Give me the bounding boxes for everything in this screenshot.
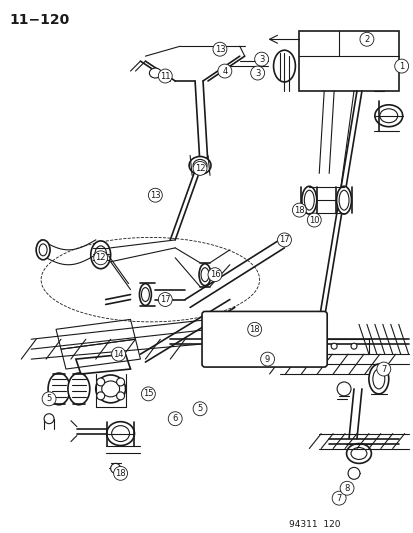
Ellipse shape	[36, 240, 50, 260]
Text: 18: 18	[249, 325, 259, 334]
Ellipse shape	[149, 68, 161, 78]
Circle shape	[97, 392, 104, 400]
Text: 9: 9	[264, 354, 270, 364]
Circle shape	[112, 347, 125, 361]
Circle shape	[217, 64, 231, 78]
Ellipse shape	[301, 186, 316, 214]
FancyBboxPatch shape	[202, 311, 326, 367]
Text: 13: 13	[214, 45, 225, 54]
Text: 18: 18	[115, 469, 126, 478]
Circle shape	[116, 378, 124, 386]
Circle shape	[158, 69, 172, 83]
Ellipse shape	[102, 381, 119, 397]
Text: 14: 14	[113, 350, 123, 359]
Ellipse shape	[112, 426, 129, 441]
Circle shape	[212, 42, 226, 56]
Circle shape	[42, 392, 56, 406]
Text: 2: 2	[363, 35, 369, 44]
Circle shape	[192, 161, 206, 175]
Circle shape	[292, 203, 306, 217]
Circle shape	[110, 463, 120, 473]
Circle shape	[376, 362, 390, 376]
Text: 12: 12	[195, 164, 205, 173]
Text: 10: 10	[308, 215, 319, 224]
Ellipse shape	[192, 159, 206, 172]
Circle shape	[168, 412, 182, 426]
Circle shape	[260, 352, 274, 366]
Circle shape	[116, 392, 124, 400]
Circle shape	[339, 481, 353, 495]
Ellipse shape	[346, 443, 370, 463]
Ellipse shape	[95, 246, 107, 264]
Circle shape	[247, 322, 261, 336]
Text: 16: 16	[209, 270, 220, 279]
Circle shape	[44, 414, 54, 424]
Text: 15: 15	[143, 390, 153, 398]
Circle shape	[350, 343, 356, 349]
Circle shape	[158, 293, 172, 306]
Ellipse shape	[379, 109, 397, 123]
Circle shape	[207, 268, 221, 281]
Circle shape	[192, 402, 206, 416]
Circle shape	[254, 52, 268, 66]
Text: 17: 17	[278, 236, 289, 245]
Circle shape	[97, 378, 104, 386]
Circle shape	[359, 33, 373, 46]
Circle shape	[394, 59, 408, 73]
Text: 7: 7	[380, 365, 386, 374]
Text: 5: 5	[46, 394, 52, 403]
Ellipse shape	[107, 422, 134, 446]
Circle shape	[250, 66, 264, 80]
Circle shape	[277, 233, 291, 247]
Ellipse shape	[372, 369, 384, 389]
Circle shape	[148, 188, 162, 202]
Text: 4: 4	[222, 67, 227, 76]
Text: 1: 1	[398, 62, 404, 70]
Text: 17: 17	[159, 295, 170, 304]
Text: 13: 13	[150, 191, 160, 200]
Circle shape	[141, 387, 155, 401]
Text: 3: 3	[258, 55, 263, 63]
Ellipse shape	[39, 244, 47, 256]
Text: 18: 18	[293, 206, 304, 215]
Ellipse shape	[273, 50, 295, 82]
Text: 11: 11	[160, 71, 170, 80]
Ellipse shape	[90, 241, 110, 269]
Text: 8: 8	[344, 484, 349, 492]
Ellipse shape	[368, 364, 388, 394]
Circle shape	[113, 466, 127, 480]
Circle shape	[331, 491, 345, 505]
Ellipse shape	[350, 448, 366, 459]
Ellipse shape	[304, 190, 313, 210]
Ellipse shape	[189, 157, 211, 174]
Ellipse shape	[201, 268, 209, 281]
Ellipse shape	[374, 105, 402, 127]
Circle shape	[306, 213, 320, 227]
Ellipse shape	[48, 373, 70, 405]
Ellipse shape	[95, 375, 125, 403]
Circle shape	[93, 251, 107, 265]
Text: 7: 7	[336, 494, 341, 503]
Text: 3: 3	[254, 69, 260, 77]
Text: 5: 5	[197, 404, 202, 413]
Circle shape	[336, 382, 350, 396]
Ellipse shape	[139, 284, 151, 305]
Text: 6: 6	[172, 414, 178, 423]
Text: 11−120: 11−120	[9, 13, 69, 27]
Circle shape	[347, 467, 359, 479]
Ellipse shape	[338, 190, 348, 210]
Text: 94311  120: 94311 120	[289, 520, 340, 529]
Ellipse shape	[336, 186, 351, 214]
Text: 12: 12	[95, 253, 106, 262]
Ellipse shape	[68, 373, 90, 405]
Ellipse shape	[141, 288, 149, 302]
Ellipse shape	[199, 264, 211, 286]
Circle shape	[330, 343, 336, 349]
